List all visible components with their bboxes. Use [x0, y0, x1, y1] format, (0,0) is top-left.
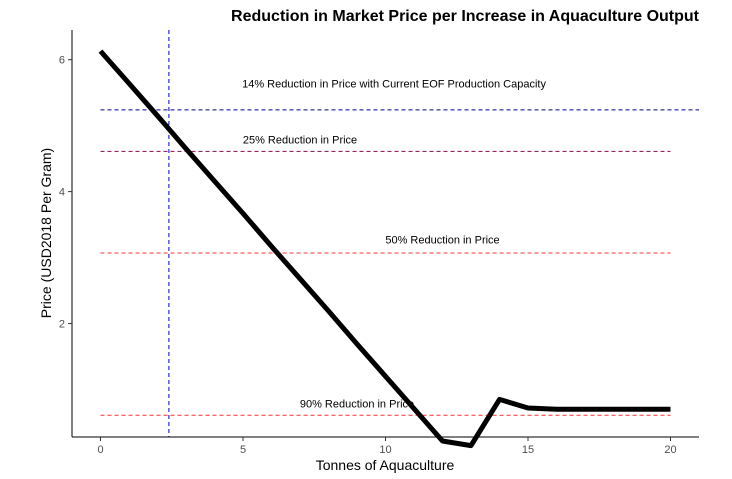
chart-title: Reduction in Market Price per Increase i…: [231, 8, 700, 25]
x-tick-label: 10: [379, 444, 391, 456]
y-tick-label: 2: [59, 319, 65, 331]
y-tick-label: 4: [59, 187, 65, 199]
x-tick-label: 0: [97, 444, 103, 456]
reference-line-label-2: 50% Reduction in Price: [385, 235, 499, 247]
y-axis-label: Price (USD2018 Per Gram): [38, 148, 54, 318]
x-tick-label: 5: [240, 444, 246, 456]
reference-line-label-0: 14% Reduction in Price with Current EOF …: [242, 78, 546, 90]
x-tick-label: 15: [522, 444, 534, 456]
x-axis-label: Tonnes of Aquaculture: [316, 457, 455, 473]
x-tick-label: 20: [664, 444, 676, 456]
series-line-0: [98, 49, 671, 449]
reference-line-label-1: 25% Reduction in Price: [243, 134, 357, 146]
y-tick-label: 6: [59, 55, 65, 67]
reference-line-label-3: 90% Reduction in Price: [300, 398, 414, 410]
